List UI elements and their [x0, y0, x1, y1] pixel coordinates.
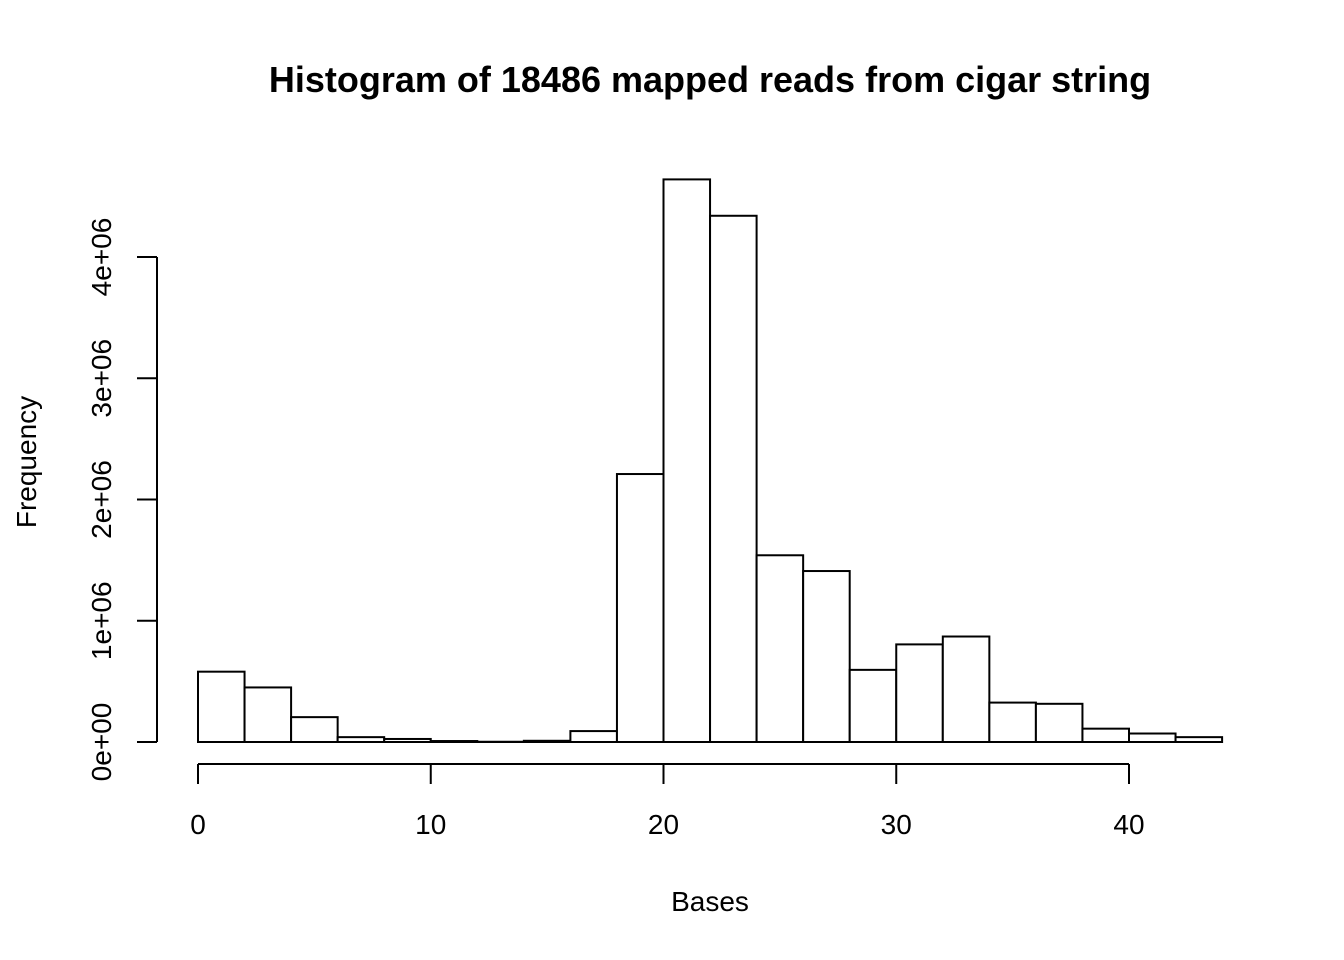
x-axis-label: Bases [671, 886, 749, 917]
histogram-bar [197, 670, 246, 743]
histogram-bar [848, 668, 898, 744]
histogram-bar [988, 701, 1037, 743]
histogram-bar [1081, 727, 1130, 743]
histogram-bar [522, 739, 572, 743]
histogram-bar [290, 716, 339, 743]
y-tick-label: 2e+06 [86, 460, 117, 539]
histogram-bar [1174, 736, 1224, 744]
histogram-bar [662, 178, 712, 743]
histogram-bar [802, 570, 851, 743]
chart-title: Histogram of 18486 mapped reads from cig… [269, 59, 1151, 100]
histogram-bar [1034, 702, 1084, 744]
histogram-bar [1128, 732, 1177, 744]
histogram-bar [569, 730, 618, 744]
bars-group [197, 178, 1224, 744]
histogram-bar [336, 736, 386, 744]
histogram-bar [243, 686, 293, 743]
y-axis-label: Frequency [11, 396, 42, 528]
y-tick-label: 3e+06 [86, 339, 117, 418]
x-tick-label: 10 [415, 809, 446, 840]
y-axis: 0e+00 1e+06 2e+06 3e+06 4e+06 [86, 218, 158, 782]
histogram-bar [941, 635, 991, 744]
x-tick-label: 0 [190, 809, 206, 840]
y-tick-label: 4e+06 [86, 218, 117, 297]
histogram-bar [383, 737, 432, 743]
histogram-bar [709, 214, 758, 743]
x-tick-label: 30 [881, 809, 912, 840]
y-tick-label: 1e+06 [86, 581, 117, 660]
x-tick-label: 20 [648, 809, 679, 840]
histogram-bar [755, 554, 805, 744]
x-tick-label: 40 [1113, 809, 1144, 840]
y-tick-label: 0e+00 [86, 703, 117, 782]
histogram-bar [615, 473, 665, 743]
histogram-bar [429, 740, 479, 744]
x-axis: 0 10 20 30 40 [190, 763, 1145, 840]
histogram-bar [895, 643, 944, 743]
